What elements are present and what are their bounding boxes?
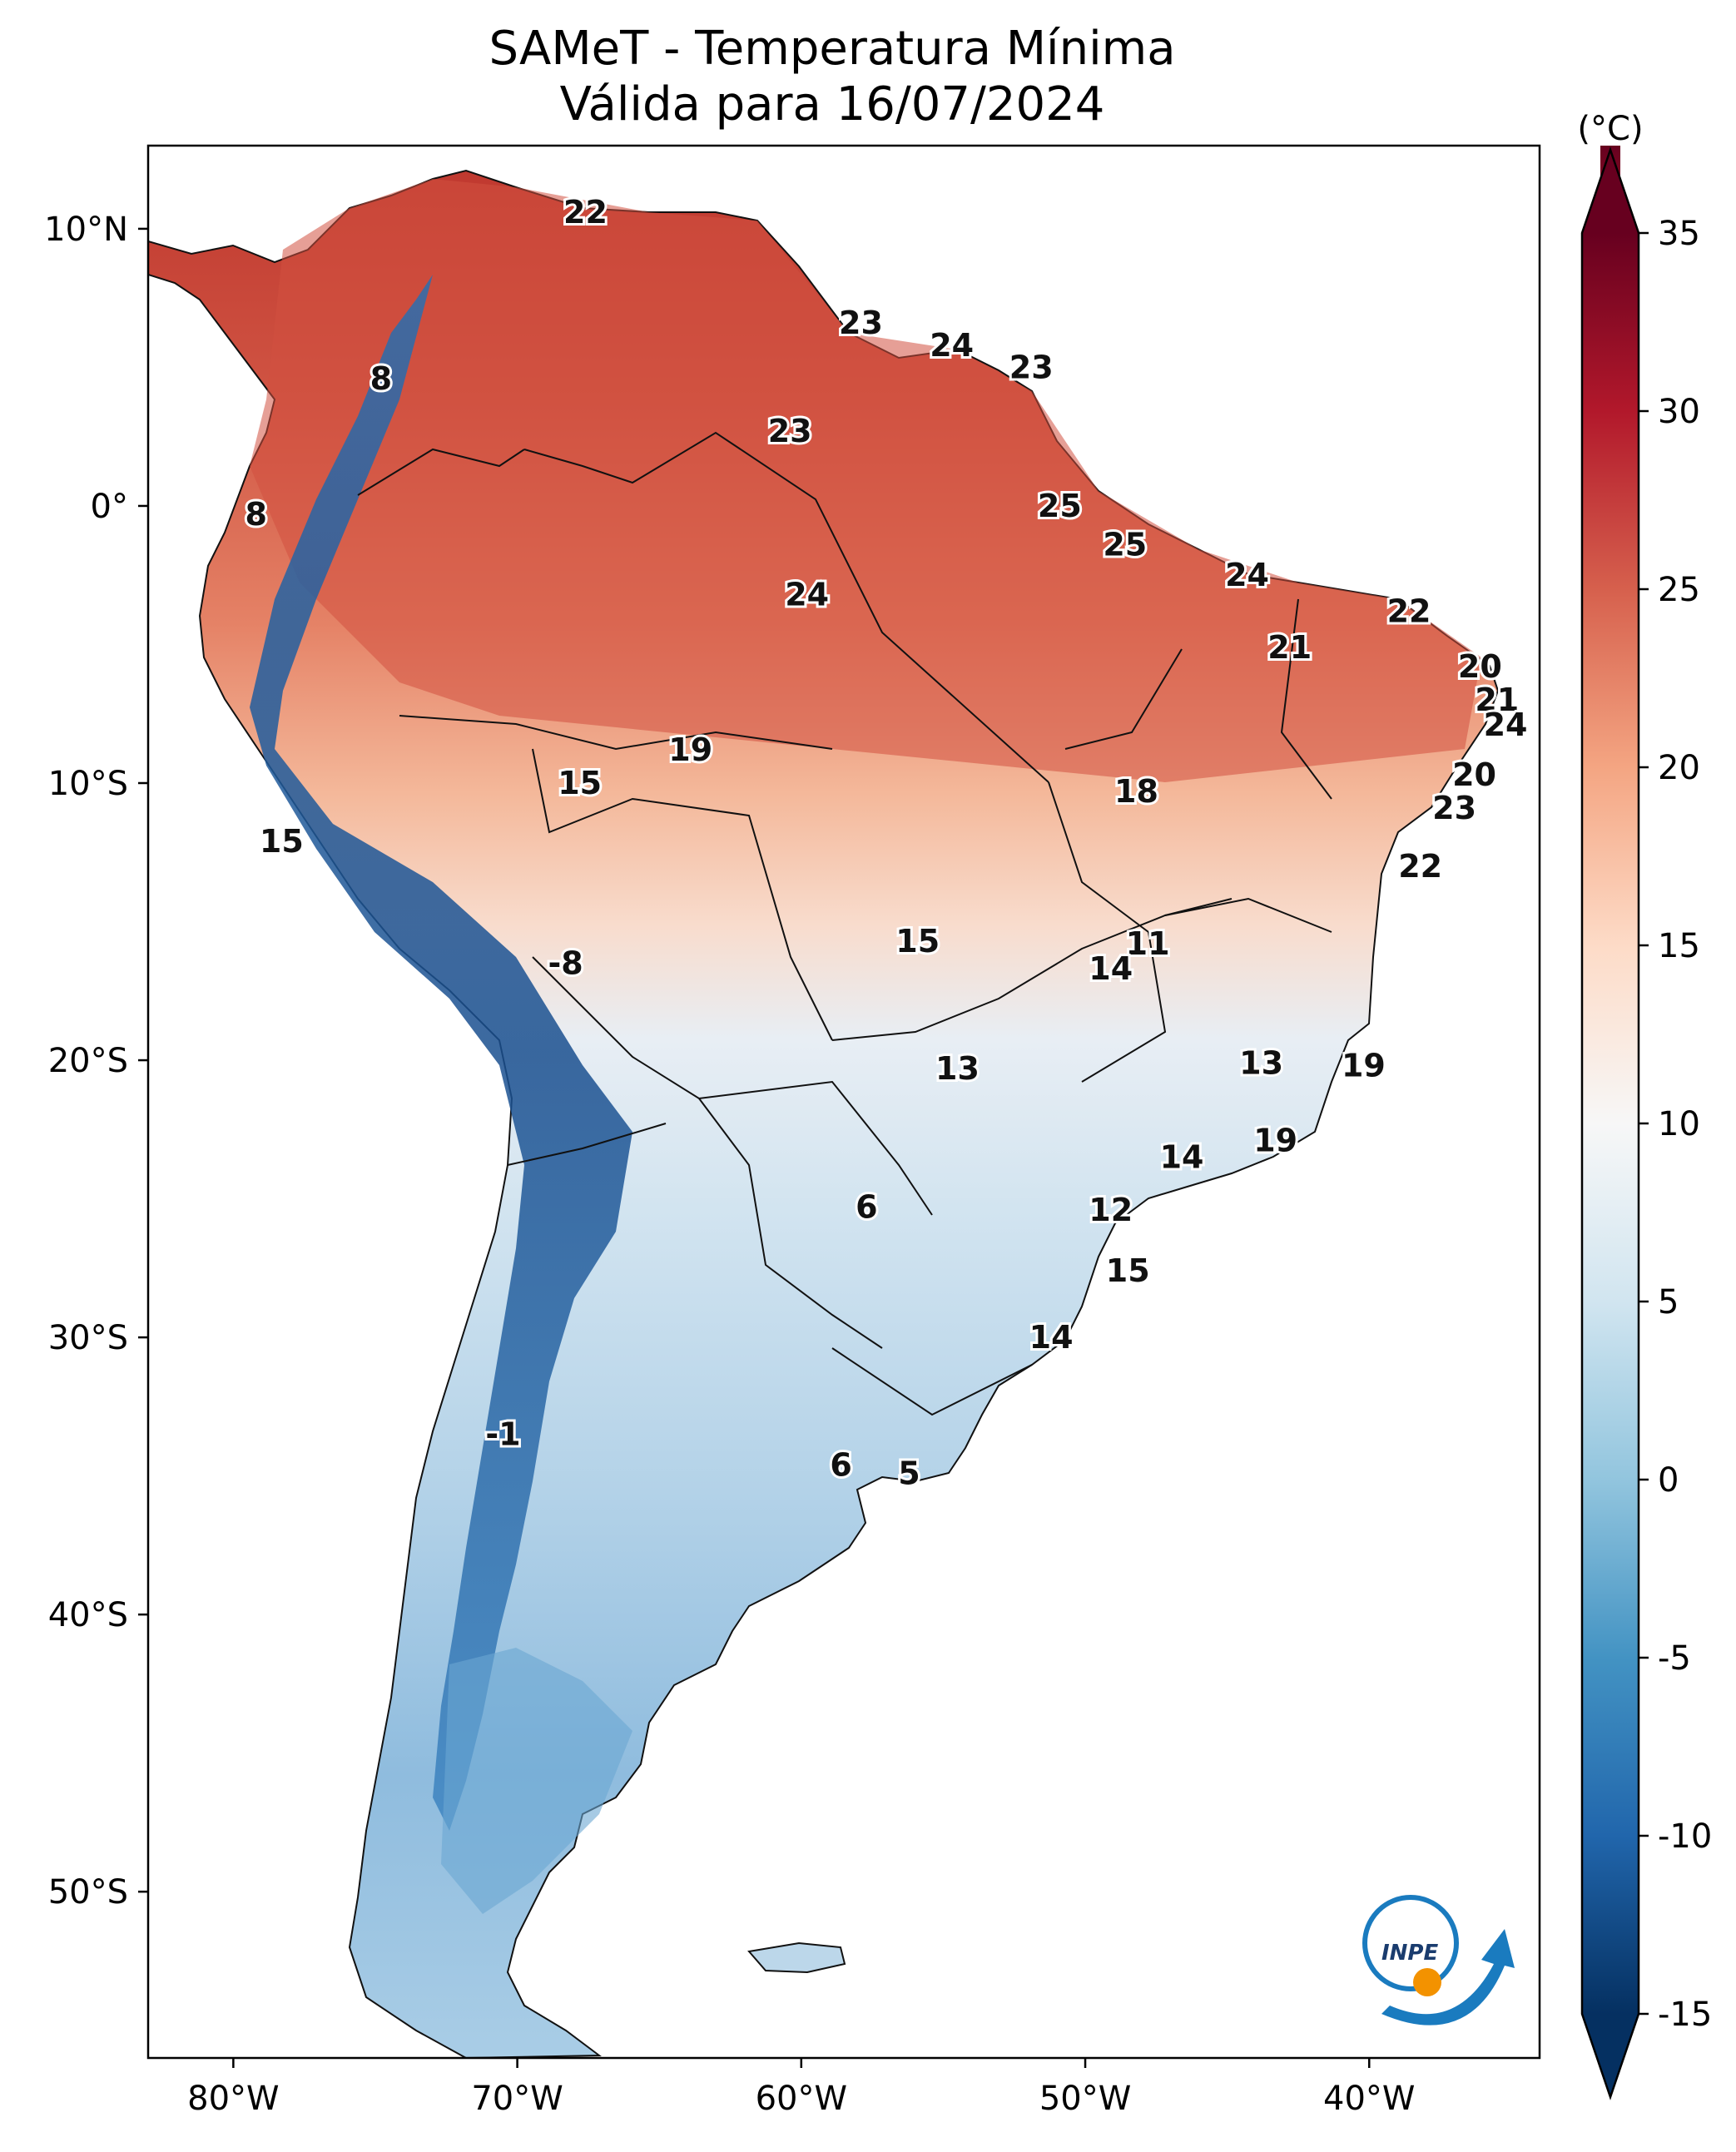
lat-tick-label: 10°S [48, 765, 128, 803]
lon-tick-label: 60°W [756, 2080, 847, 2118]
country-borders [357, 431, 1332, 1416]
colorbar-max-extension [1582, 150, 1639, 233]
temperature-label: 19 [668, 731, 712, 768]
map-title: SAMeT - Temperatura Mínima [489, 22, 1176, 76]
map-layer [148, 169, 1500, 2058]
temperature-label: 20 [1452, 756, 1496, 793]
temperature-label: 14 [1089, 950, 1133, 987]
colorbar-unit: (°C) [1577, 110, 1643, 148]
temperature-label: -1 [485, 1416, 520, 1453]
logo-text: INPE [1381, 1941, 1438, 1966]
lat-tick-label: 0° [91, 488, 128, 526]
temperature-label: 12 [1089, 1192, 1133, 1228]
colorbar-tick-label: -15 [1658, 1996, 1712, 2034]
temperature-label: 25 [1103, 527, 1147, 563]
colorbar-tick-label: 15 [1658, 927, 1700, 965]
temperature-label: 20 [1458, 648, 1502, 685]
temperature-label: 25 [1038, 488, 1082, 524]
patagonia-region [441, 1648, 632, 1914]
temperature-label: 13 [935, 1050, 980, 1087]
warm-region [250, 179, 1481, 782]
colorbar-tick-label: 30 [1658, 393, 1700, 431]
temperature-label: 24 [930, 327, 974, 364]
temperature-label: 11 [1126, 925, 1170, 962]
temperature-label: 23 [1432, 790, 1476, 826]
temperature-label: 15 [895, 923, 940, 959]
colorbar-tick-label: 5 [1658, 1283, 1679, 1321]
temperature-label: 24 [785, 577, 829, 613]
logo-orange-dot [1413, 1968, 1441, 1996]
lon-tick-label: 50°W [1039, 2080, 1131, 2118]
longitude-ticks: 80°W 70°W 60°W 50°W 40°W [187, 2058, 1415, 2118]
colorbar-tick-label: 0 [1658, 1461, 1679, 1500]
colorbar-ticks: 35 30 25 20 15 10 5 0 -5 -10 -15 [1639, 215, 1712, 2034]
temperature-label: 23 [768, 413, 812, 449]
temperature-label: 15 [1106, 1252, 1150, 1289]
temperature-label: 5 [898, 1455, 920, 1491]
temperature-label: 21 [1475, 682, 1519, 718]
temperature-label: 14 [1029, 1319, 1074, 1356]
latitude-ticks: 10°N 0° 10°S 20°S 30°S 40°S 50°S [44, 211, 148, 1912]
temperature-label: 23 [1009, 349, 1054, 385]
temperature-label: 18 [1114, 773, 1158, 810]
lon-tick-label: 40°W [1323, 2080, 1415, 2118]
colorbar-tick-label: 20 [1658, 749, 1700, 787]
lon-tick-label: 80°W [187, 2080, 279, 2118]
temperature-label: 24 [1484, 707, 1528, 743]
temperature-label: 22 [1387, 593, 1431, 630]
lon-tick-label: 70°W [471, 2080, 563, 2118]
logo-arrow-icon [1381, 1929, 1515, 2026]
lat-tick-label: 30°S [48, 1319, 128, 1357]
map-subtitle: Válida para 16/07/2024 [559, 77, 1105, 131]
temperature-label: 6 [830, 1446, 851, 1483]
temperature-label: 6 [856, 1189, 877, 1226]
temperature-label: 15 [558, 765, 602, 801]
temperature-label: 8 [245, 496, 266, 533]
temperature-label: 19 [1253, 1123, 1297, 1159]
map-frame [146, 144, 1541, 2060]
temperature-label: 24 [1225, 557, 1269, 593]
colorbar-tick-label: -10 [1658, 1817, 1712, 1856]
lat-tick-label: 10°N [44, 211, 128, 249]
colorbar-tick-label: 25 [1658, 571, 1700, 609]
colorbar-tick-label: 35 [1658, 215, 1700, 253]
colorbar-tick-label: -5 [1658, 1639, 1691, 1678]
temperature-label: 13 [1239, 1044, 1283, 1081]
colorbar-tick-label: 10 [1658, 1105, 1700, 1143]
temperature-label: 8 [370, 360, 392, 397]
lat-tick-label: 20°S [48, 1042, 128, 1080]
lat-tick-label: 50°S [48, 1873, 128, 1912]
temperature-label: 19 [1342, 1048, 1386, 1084]
temperature-label: 22 [563, 194, 608, 231]
logo-ring [1362, 1895, 1459, 1991]
colorbar-bar [1582, 233, 1639, 2014]
colorbar-min-extension [1582, 2014, 1639, 2097]
colorbar: (°C) 35 30 25 20 15 10 5 0 -5 -10 -15 [1577, 110, 1712, 2100]
temperature-label: 21 [1267, 629, 1312, 666]
temperature-label: -8 [548, 945, 583, 981]
temperature-label: 14 [1160, 1139, 1204, 1176]
temperature-label: 15 [260, 823, 304, 860]
lat-tick-label: 40°S [48, 1596, 128, 1634]
temperature-label: 23 [839, 305, 883, 341]
andes-cold-region [250, 275, 632, 1831]
inpe-logo: INPE [1362, 1895, 1515, 2026]
falkland-islands [747, 1941, 846, 1974]
temperature-label: 22 [1398, 848, 1442, 885]
